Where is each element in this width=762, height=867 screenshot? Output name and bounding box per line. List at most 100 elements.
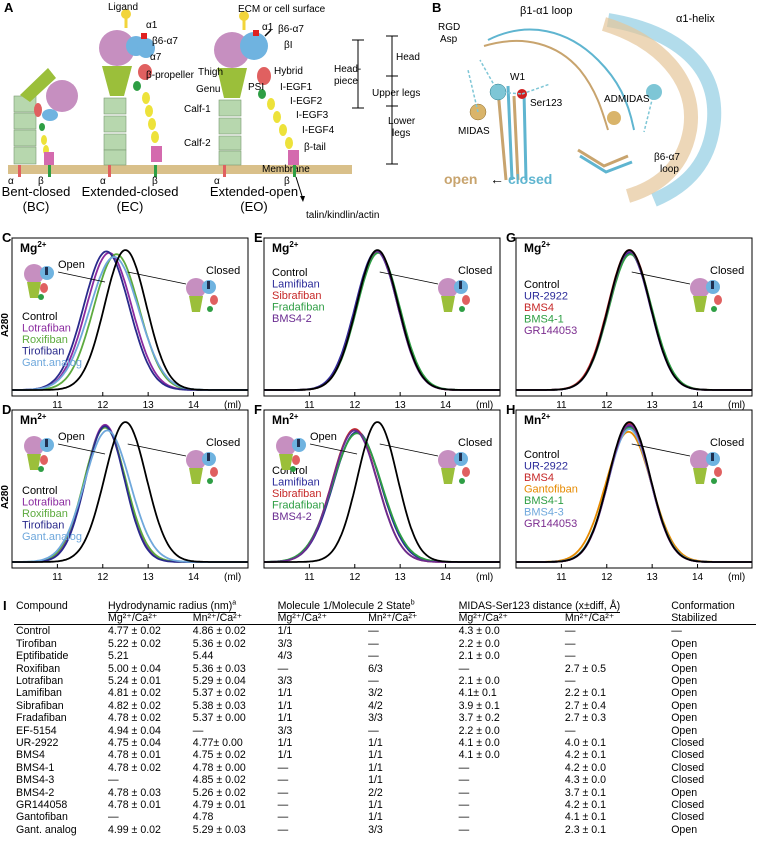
table-cell: 4.77 ± 0.02	[108, 625, 161, 638]
open-pointer	[309, 443, 358, 455]
table-cell: —	[458, 823, 470, 836]
open-legend: open	[444, 171, 477, 187]
table-cell: —	[368, 674, 379, 687]
legend-entry: Sibrafiban	[272, 290, 322, 302]
series-line-control	[12, 249, 248, 391]
x-tick-label: 12	[349, 572, 361, 583]
legend-entry: Lotrafiban	[22, 323, 71, 335]
x-tick-label: 13	[143, 572, 155, 583]
table-cell: 4.1 ± 0.1	[564, 811, 607, 824]
sec-panel-e: E Mg2+ 11 12 13 14 (ml) ControlLamifibanSibrafi…	[254, 230, 501, 411]
loop-closed	[487, 28, 635, 131]
coordination-bonds	[467, 59, 655, 133]
table-cell: 5.00 ± 0.04	[108, 662, 161, 675]
table-cell: 1/1	[368, 749, 383, 762]
table-cell: —	[564, 625, 576, 638]
legend-entry: Roxifiban	[22, 508, 68, 520]
closed-label: Closed	[710, 265, 744, 277]
x-tick-label: 12	[349, 400, 361, 411]
closed-pointer	[379, 271, 439, 285]
sec-panel-h: H Mn2+ 11 12 13 14 (ml) ControlUR-2922BMS4Ganto…	[506, 402, 753, 583]
condition-label: Mg2+	[20, 240, 47, 255]
table-cell: 4.82 ± 0.02	[108, 699, 161, 712]
x-tick-label: 12	[601, 572, 613, 583]
table-cell: —	[564, 724, 576, 737]
table-row: UR-2922 4.75 ± 0.04 4.77± 0.00 1/1 1/1 4.1 ± …	[14, 737, 756, 749]
table-cell: Gant. analog	[16, 823, 77, 836]
table-cell: Open	[671, 687, 698, 700]
sec-panel-f: F Mn2+ 11 12 13 14 (ml) ControlLamifibanSibrafi…	[254, 402, 501, 583]
table-cell: BMS4-1	[16, 761, 55, 774]
table-cell: Control	[16, 625, 51, 638]
panel-label-f: F	[254, 402, 262, 417]
table-cell: Open	[671, 724, 698, 737]
a7-label-ec: α7	[150, 52, 162, 63]
table-cell: Lamifiban	[16, 687, 62, 700]
x-tick-label: 11	[304, 572, 315, 583]
calf1-label: Calf-1	[184, 104, 211, 115]
arrow-legend: ←	[490, 171, 504, 187]
closed-legend: closed	[508, 171, 552, 187]
condition-superscript: 2+	[541, 240, 550, 249]
panel-label-i: I	[3, 598, 7, 613]
table-cell: 1/1	[368, 737, 383, 749]
legend-entry: Control	[524, 279, 559, 291]
table-cell: Closed	[671, 761, 705, 774]
egf1-label: I-EGF1	[280, 82, 313, 93]
table-cell: 4.86 ± 0.02	[192, 625, 246, 638]
admidas-label: ADMIDAS	[604, 94, 650, 105]
table-cell: —	[458, 774, 470, 787]
closed-pointer	[631, 443, 691, 457]
legend-entry: Lotrafiban	[22, 497, 71, 509]
table-cell: 2.7 ± 0.4	[564, 699, 607, 712]
table-cell: —	[458, 786, 470, 799]
closed-label: Closed	[458, 265, 492, 277]
table-cell: 1/1	[277, 749, 293, 762]
closed-integrin-icon	[438, 278, 470, 312]
th-mol-mn: Mn²⁺/Ca²⁺	[366, 611, 457, 626]
state-extended-closed: Extended-closed	[82, 184, 179, 199]
table-cell: 1/1	[277, 625, 293, 638]
legend-entry: BMS4-2	[272, 511, 312, 523]
table-cell: —	[564, 637, 576, 650]
condition-label: Mg2+	[524, 240, 551, 255]
table-cell: 4.75 ± 0.02	[192, 749, 246, 762]
plot-frame	[11, 237, 249, 397]
table-cell: —	[277, 662, 289, 675]
table-cell: Open	[671, 650, 698, 663]
table-cell: Open	[671, 637, 698, 650]
panel-label-b: B	[432, 0, 441, 15]
x-tick-label: 13	[395, 400, 407, 411]
table-cell: 4.78 ± 0.02	[108, 761, 161, 774]
table-cell: 4.79 ± 0.01	[192, 799, 246, 812]
closed-label: Closed	[710, 437, 744, 449]
legend-entry: Roxifiban	[22, 334, 68, 346]
alpha1-label-ec: α1	[146, 20, 158, 31]
condition-label: Mn2+	[524, 412, 551, 427]
legend-entry: Control	[272, 465, 307, 477]
panel-label-a: A	[4, 0, 14, 15]
compound-table: Compound Hydrodynamic radius (nm)a Molec…	[14, 597, 756, 836]
ec-beta-label: β	[152, 176, 158, 187]
ec-alpha-label: α	[100, 176, 106, 187]
open-pointer	[57, 443, 106, 455]
plot-frame	[515, 409, 753, 569]
bprop-label: β-propeller	[146, 70, 195, 81]
state-bc-abbr: (BC)	[23, 199, 50, 214]
membrane-bar	[8, 165, 352, 174]
lower-legs-label-1: Lower	[388, 116, 416, 127]
table-cell: Closed	[671, 749, 705, 762]
table-row: Gant. analog 4.99 ± 0.02 5.29 ± 0.03 — 3/3 — 2…	[14, 824, 756, 836]
table-cell: 5.37 ± 0.02	[192, 687, 246, 700]
table-row: Gantofiban — 4.78 — 1/1 — 4.1 ± 0.1 Closed	[14, 811, 756, 823]
th-hydro-mg: Mg²⁺/Ca²⁺	[106, 611, 191, 626]
panel-label-h: H	[506, 402, 515, 417]
table-cell: 1/1	[277, 737, 293, 749]
legend-entry: Gant.analog	[22, 531, 82, 543]
x-tick-label: 14	[188, 572, 200, 583]
table-cell: Sibrafiban	[16, 699, 64, 712]
table-cell: 2.1 ± 0.0	[458, 674, 500, 687]
table-cell: —	[458, 799, 470, 812]
y-axis-label: A280	[0, 313, 11, 337]
table-row: Eptifibatide 5.21 5.44 4/3 — 2.1 ± 0.0 — Open	[14, 650, 756, 662]
